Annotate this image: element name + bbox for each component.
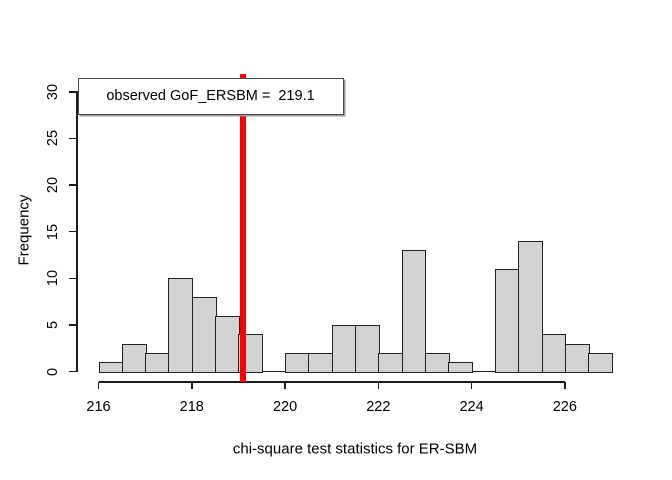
y-tick-label: 10 [44, 270, 61, 287]
histogram-bar [121, 343, 147, 373]
x-tick-label: 222 [366, 398, 391, 415]
histogram-bar [285, 352, 310, 373]
observed-value-line [240, 74, 247, 382]
histogram-bar [424, 352, 450, 373]
x-axis-tick [191, 382, 193, 389]
y-tick-label: 15 [44, 223, 61, 240]
histogram-bar [494, 268, 520, 373]
x-tick-label: 218 [179, 398, 204, 415]
x-tick-label: 220 [272, 398, 298, 415]
histogram-bar [448, 362, 474, 373]
x-axis-tick [97, 382, 100, 389]
x-axis-line [98, 381, 565, 383]
histogram-bar [308, 352, 334, 373]
x-axis-tick [377, 382, 380, 389]
y-axis-tick [69, 277, 78, 280]
x-axis-tick [564, 382, 566, 389]
y-axis-tick [69, 137, 78, 140]
histogram-bar [518, 240, 544, 373]
histogram-bar [145, 352, 170, 373]
y-axis-label: Frequency [15, 194, 33, 266]
histogram-bar [541, 334, 567, 373]
histogram-bar [401, 250, 427, 373]
histogram-bar [588, 352, 613, 373]
y-tick-label: 25 [44, 130, 61, 147]
x-tick-label: 216 [86, 398, 111, 415]
y-axis-tick [69, 184, 78, 186]
y-tick-label: 30 [44, 83, 61, 100]
y-axis-tick [69, 370, 78, 373]
legend-label: observed GoF_ERSBM = 219.1 [106, 88, 315, 105]
histogram-bar [355, 324, 380, 373]
legend-box: observed GoF_ERSBM = 219.1 [77, 78, 344, 115]
histogram-bar [331, 324, 357, 373]
x-axis-tick [284, 382, 286, 389]
y-axis-tick [69, 230, 78, 233]
x-axis-label: chi-square test statistics for ER-SBM [232, 440, 478, 458]
histogram-bar [564, 343, 590, 373]
y-tick-label: 20 [44, 176, 61, 194]
histogram-bar [168, 278, 194, 373]
y-axis-tick [69, 324, 78, 326]
x-tick-label: 226 [552, 398, 577, 415]
x-axis-tick [470, 382, 473, 389]
histogram-bar [191, 296, 217, 373]
y-tick-label: 0 [44, 367, 61, 376]
y-axis-tick [69, 91, 78, 93]
histogram-bar [98, 362, 124, 373]
x-tick-label: 224 [459, 398, 484, 415]
y-tick-label: 5 [44, 320, 61, 329]
histogram-bar [215, 315, 240, 373]
histogram-bar [378, 352, 404, 373]
